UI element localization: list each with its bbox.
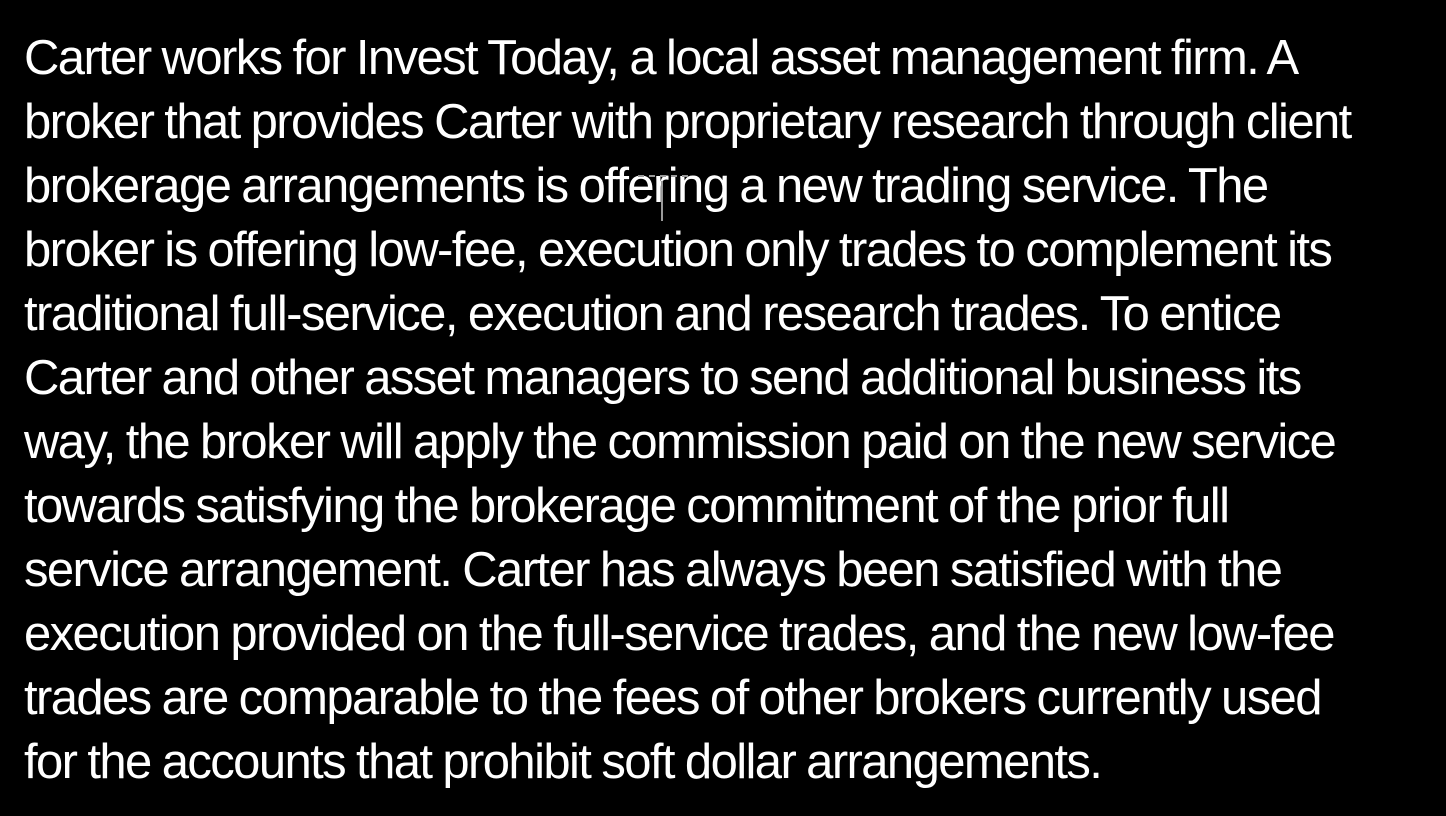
passage-line-5: traditional full-service, execution and …: [24, 287, 1282, 341]
passage-line-12: for the accounts that prohibit soft doll…: [24, 735, 1103, 789]
passage-line-7: way, the broker will apply the commissio…: [24, 415, 1337, 469]
passage-line-8: towards satisfying the brokerage commitm…: [24, 479, 1230, 533]
cursor-top-bar: [638, 175, 688, 179]
passage-line-6: Carter and other asset managers to send …: [24, 351, 1302, 405]
passage-line-4: broker is offering low-fee, execution on…: [24, 223, 1333, 277]
text-cursor-icon: [638, 175, 688, 221]
passage-line-2: broker that provides Carter with proprie…: [24, 95, 1352, 149]
cursor-stem: [661, 181, 663, 221]
passage-text: Carter works for Invest Today, a local a…: [24, 26, 1439, 794]
passage-line-1: Carter works for Invest Today, a local a…: [24, 31, 1299, 85]
passage-line-3: brokerage arrangements is offering a new…: [24, 159, 1269, 213]
passage-line-9: service arrangement. Carter has always b…: [24, 543, 1283, 597]
passage-line-11: trades are comparable to the fees of oth…: [24, 671, 1322, 725]
passage-line-10: execution provided on the full-service t…: [24, 607, 1336, 661]
